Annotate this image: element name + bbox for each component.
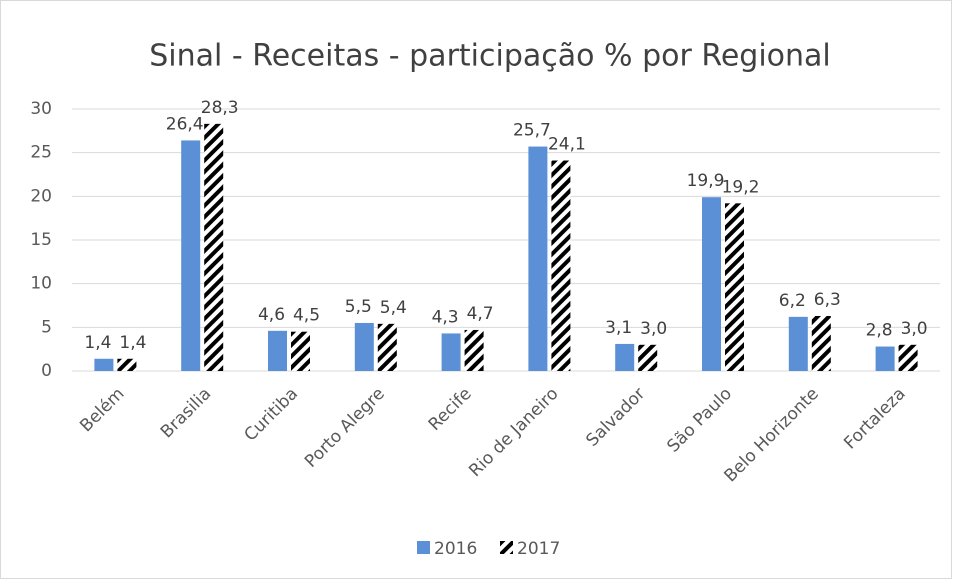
value-label: 19,2 [722,177,760,197]
y-tick-label: 20 [30,186,52,206]
value-label: 24,1 [548,135,586,155]
y-tick-label: 5 [41,317,52,337]
legend-swatch [417,541,430,554]
value-label: 4,7 [467,304,494,324]
bar [788,316,808,371]
bar [441,333,461,371]
value-label: 25,7 [513,121,551,141]
value-label: 1,4 [119,333,146,353]
bar [875,346,895,371]
y-tick-label: 15 [30,230,52,250]
legend-label: 2016 [434,539,477,559]
value-label: 26,4 [166,114,204,134]
bar [377,323,397,371]
legend-label: 2017 [517,539,560,559]
value-label: 5,5 [345,297,372,317]
value-label: 2,8 [866,321,893,341]
value-label: 5,4 [380,298,407,318]
value-label: 6,3 [814,290,841,310]
value-label: 4,3 [432,307,459,327]
value-label: 4,5 [293,306,320,326]
bar [702,197,721,371]
bar [725,203,744,371]
legend-swatch [500,541,513,554]
value-label: 3,0 [901,319,928,339]
value-label: 6,2 [779,291,806,311]
bar [291,331,310,371]
value-label: 3,0 [640,319,667,339]
bar [354,322,374,371]
y-tick-label: 30 [30,99,52,119]
bar [268,330,287,371]
bar [615,343,635,371]
bar [94,358,114,371]
bar [638,344,658,371]
bar [117,358,137,371]
bar [181,140,201,371]
y-tick-label: 10 [30,274,52,294]
value-label: 3,1 [605,318,632,338]
chart-title: Sinal - Receitas - participação % por Re… [149,39,831,74]
bar [464,329,484,371]
y-tick-label: 25 [30,143,52,163]
value-label: 1,4 [84,333,111,353]
value-label: 19,9 [687,171,725,191]
bar [551,160,571,371]
bar [528,146,548,371]
bar [898,344,918,371]
y-tick-label: 0 [41,361,52,381]
value-label: 4,6 [258,305,285,325]
bar [204,123,224,371]
value-label: 28,3 [201,98,239,118]
bar [811,315,831,371]
